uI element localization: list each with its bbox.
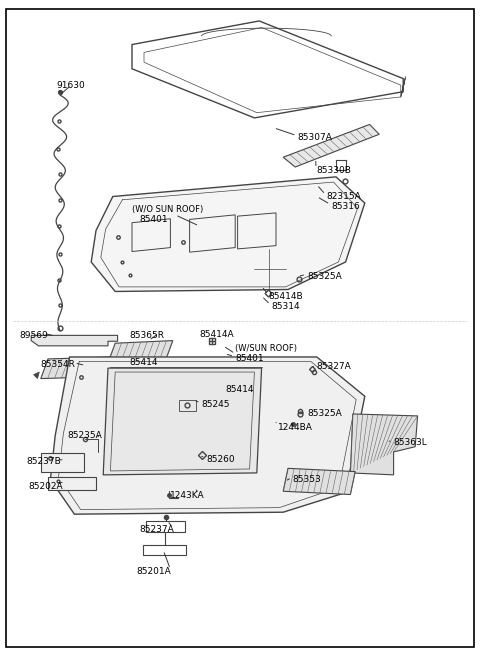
- Text: 85201A: 85201A: [137, 567, 171, 576]
- Polygon shape: [350, 414, 418, 475]
- Text: 85314: 85314: [271, 302, 300, 311]
- Text: 85401: 85401: [235, 354, 264, 363]
- Text: 85414: 85414: [130, 358, 158, 367]
- Text: 85401: 85401: [139, 215, 168, 224]
- Polygon shape: [103, 368, 262, 475]
- Polygon shape: [50, 357, 365, 514]
- Text: (W/O SUN ROOF): (W/O SUN ROOF): [132, 205, 203, 214]
- Text: 85202A: 85202A: [29, 481, 63, 491]
- Text: 85363L: 85363L: [394, 438, 427, 447]
- Text: 85237A: 85237A: [139, 525, 174, 534]
- Polygon shape: [283, 124, 379, 167]
- Text: 85330B: 85330B: [317, 166, 352, 175]
- Text: 1244BA: 1244BA: [278, 422, 313, 432]
- Text: 85414A: 85414A: [199, 329, 234, 339]
- Text: 85414: 85414: [226, 385, 254, 394]
- Text: 1243KA: 1243KA: [170, 491, 205, 500]
- Text: 85235A: 85235A: [67, 431, 102, 440]
- Text: (W/SUN ROOF): (W/SUN ROOF): [235, 344, 297, 353]
- Polygon shape: [34, 372, 39, 379]
- Text: 85245: 85245: [202, 400, 230, 409]
- Text: 82315A: 82315A: [326, 192, 361, 201]
- Text: 85307A: 85307A: [298, 133, 333, 142]
- Text: 85353: 85353: [293, 475, 322, 484]
- Text: 85354R: 85354R: [41, 360, 76, 369]
- Text: 85316: 85316: [331, 202, 360, 211]
- Text: 85260: 85260: [206, 455, 235, 464]
- Text: 85237B: 85237B: [26, 457, 61, 466]
- Text: 85365R: 85365R: [130, 331, 165, 340]
- Text: 91630: 91630: [57, 81, 85, 90]
- Text: 85325A: 85325A: [307, 409, 342, 419]
- Polygon shape: [31, 335, 118, 346]
- Polygon shape: [91, 177, 365, 291]
- Text: 85327A: 85327A: [317, 362, 351, 371]
- Polygon shape: [108, 341, 173, 363]
- Polygon shape: [283, 468, 355, 495]
- Polygon shape: [41, 357, 110, 379]
- Polygon shape: [41, 453, 84, 472]
- Text: 89569: 89569: [19, 331, 48, 340]
- Text: 85414B: 85414B: [269, 291, 303, 301]
- Polygon shape: [48, 477, 96, 490]
- Text: 85325A: 85325A: [307, 272, 342, 281]
